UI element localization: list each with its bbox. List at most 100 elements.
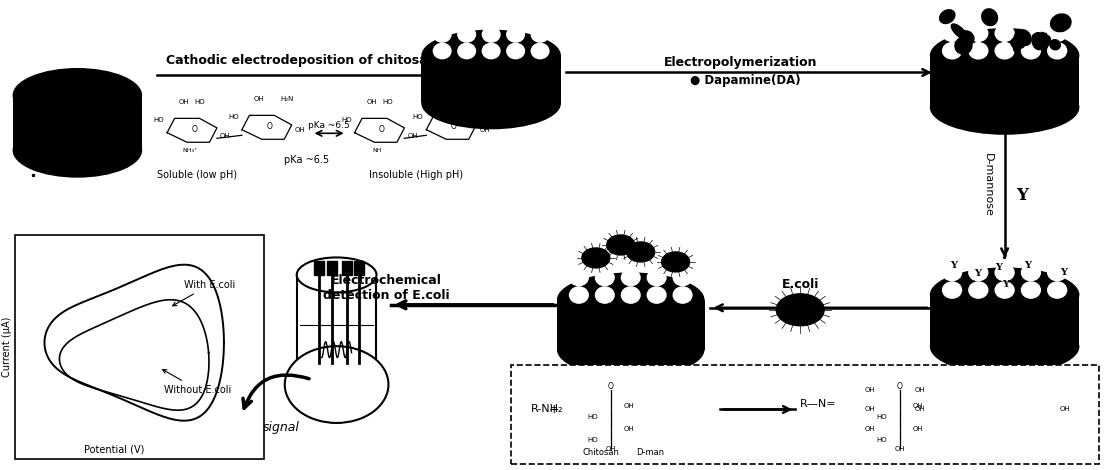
Text: OH: OH (253, 96, 264, 102)
Text: signal: signal (263, 421, 300, 434)
Ellipse shape (1050, 39, 1060, 50)
Ellipse shape (458, 43, 476, 59)
Ellipse shape (930, 267, 1080, 322)
Ellipse shape (284, 346, 389, 423)
Ellipse shape (607, 235, 634, 255)
Ellipse shape (531, 10, 549, 25)
Text: OH: OH (408, 133, 418, 139)
Ellipse shape (482, 10, 500, 25)
Text: NH: NH (372, 148, 382, 153)
Ellipse shape (507, 10, 524, 25)
Text: pKa ~6.5: pKa ~6.5 (308, 121, 350, 130)
Ellipse shape (482, 27, 500, 42)
Ellipse shape (1021, 265, 1040, 281)
Ellipse shape (930, 80, 1080, 135)
Ellipse shape (621, 269, 640, 286)
Ellipse shape (673, 287, 692, 303)
Bar (341, 261, 351, 275)
Ellipse shape (1051, 14, 1071, 31)
Text: O: O (267, 122, 272, 131)
Bar (327, 261, 337, 275)
Text: Chitosan: Chitosan (582, 448, 619, 457)
Ellipse shape (982, 9, 998, 25)
Text: HO: HO (877, 437, 888, 443)
Text: Y: Y (974, 269, 981, 278)
Text: Insoluble (High pH): Insoluble (High pH) (369, 170, 463, 180)
Bar (12, 95, 142, 150)
Ellipse shape (930, 28, 1080, 83)
Ellipse shape (951, 24, 968, 39)
Ellipse shape (570, 252, 588, 268)
Text: OH: OH (1059, 407, 1070, 413)
Ellipse shape (969, 247, 988, 263)
Ellipse shape (942, 25, 961, 41)
Text: Electrochemical
detection of E.coli: Electrochemical detection of E.coli (323, 274, 450, 302)
Text: HO: HO (153, 118, 164, 123)
Text: OH: OH (623, 426, 634, 431)
Ellipse shape (1032, 33, 1045, 50)
Ellipse shape (955, 37, 972, 54)
Text: Y: Y (994, 263, 1002, 272)
Text: ● Dapamine(DA): ● Dapamine(DA) (690, 74, 801, 87)
Text: HO: HO (877, 415, 888, 421)
Text: H₂N: H₂N (464, 96, 478, 102)
Ellipse shape (557, 322, 704, 377)
Text: Y: Y (1024, 261, 1031, 270)
Ellipse shape (621, 252, 640, 268)
Ellipse shape (960, 31, 974, 45)
Ellipse shape (942, 247, 961, 263)
Ellipse shape (1011, 38, 1025, 48)
Ellipse shape (531, 27, 549, 42)
Ellipse shape (777, 294, 824, 326)
Ellipse shape (433, 10, 451, 25)
Ellipse shape (969, 25, 988, 41)
Text: Electropolymerization: Electropolymerization (663, 56, 818, 69)
Ellipse shape (570, 287, 588, 303)
Bar (930, 295, 1080, 347)
Ellipse shape (12, 68, 142, 123)
Ellipse shape (1048, 247, 1067, 263)
Ellipse shape (1021, 8, 1040, 24)
Text: OH: OH (294, 127, 306, 133)
Ellipse shape (582, 248, 610, 268)
Ellipse shape (969, 43, 988, 59)
Bar (353, 261, 363, 275)
Ellipse shape (995, 43, 1014, 59)
Ellipse shape (662, 252, 690, 272)
Text: Y: Y (1002, 281, 1009, 290)
Text: HO: HO (228, 114, 239, 120)
Ellipse shape (930, 319, 1080, 374)
Text: D-man: D-man (637, 448, 664, 457)
Text: OH: OH (864, 386, 875, 392)
Text: OH: OH (623, 403, 634, 409)
Ellipse shape (1021, 43, 1040, 59)
Text: OH: OH (913, 403, 923, 409)
Text: HO: HO (341, 118, 351, 123)
Bar (421, 55, 561, 103)
Ellipse shape (942, 43, 961, 59)
Text: NH₃⁺: NH₃⁺ (182, 148, 198, 153)
Text: Y: Y (1015, 187, 1028, 204)
Bar (313, 261, 323, 275)
Text: HO: HO (194, 99, 206, 105)
Text: OH: OH (367, 99, 377, 105)
Ellipse shape (648, 287, 665, 303)
Ellipse shape (621, 287, 640, 303)
Ellipse shape (969, 265, 988, 281)
Ellipse shape (458, 27, 476, 42)
Text: O: O (608, 382, 613, 391)
Text: D-mannose: D-mannose (982, 153, 992, 217)
Ellipse shape (1048, 25, 1067, 41)
Text: +: + (549, 403, 560, 416)
Text: OH: OH (479, 127, 490, 133)
Text: HO: HO (588, 415, 598, 421)
Text: O: O (379, 125, 384, 133)
Ellipse shape (627, 242, 654, 262)
Ellipse shape (673, 269, 692, 286)
Ellipse shape (995, 8, 1014, 24)
Ellipse shape (531, 43, 549, 59)
Bar (14, 235, 263, 459)
Ellipse shape (995, 282, 1014, 298)
Ellipse shape (1048, 8, 1067, 24)
Bar (930, 55, 1080, 107)
